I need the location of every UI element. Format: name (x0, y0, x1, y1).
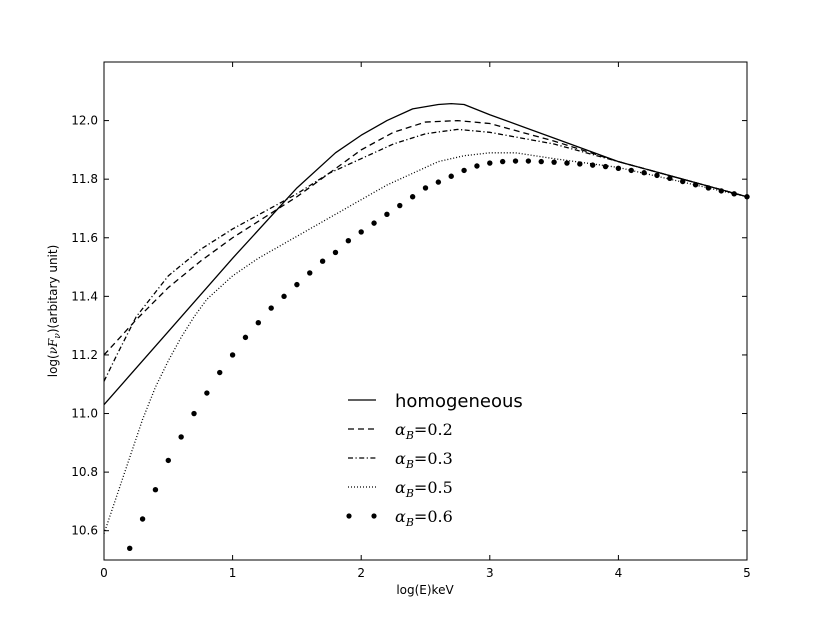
y-tick-label: 11.0 (71, 407, 98, 421)
y-tick-label: 11.2 (71, 348, 98, 362)
x-tick-label: 1 (229, 566, 237, 580)
series-point (499, 158, 506, 165)
series-point (448, 173, 454, 179)
series-point (641, 170, 647, 176)
series-point (191, 410, 197, 417)
series-2-b-0-3 (103, 128, 748, 382)
series-point (139, 516, 146, 522)
series-point (461, 167, 467, 174)
series-layer (103, 102, 750, 551)
y-label-f: F (46, 338, 60, 348)
y-axis-label: log(νFν)(arbitary unit) (46, 245, 63, 378)
x-tick-label: 5 (743, 566, 751, 580)
series-point (204, 390, 210, 396)
series-point (628, 167, 634, 174)
series-point (487, 160, 493, 166)
x-tick-label: 0 (100, 566, 108, 580)
series-point (409, 194, 416, 200)
series-point (731, 191, 737, 197)
y-label-nu: ν (46, 347, 60, 354)
series-1-b-0-2 (103, 119, 748, 356)
series-point (242, 334, 249, 341)
y-label-suffix: )(arbitary unit) (46, 245, 60, 333)
y-tick-label: 12.0 (71, 114, 98, 128)
y-tick-label: 11.6 (71, 231, 98, 245)
series-point (602, 163, 609, 170)
series-point (345, 237, 352, 244)
series-point (705, 185, 712, 191)
legend-label-alpha-0-2: αB=0.2 (395, 420, 453, 442)
series-point (654, 172, 660, 179)
series-point (397, 202, 403, 209)
series-point (564, 160, 570, 166)
series-point (384, 211, 390, 218)
y-tick-label: 11.4 (71, 289, 98, 303)
legend: homogeneous αB=0.2 αB=0.3 αB=0.5 αB=0.6 (346, 391, 523, 529)
series-point (422, 185, 429, 191)
series-0-homogeneous (103, 102, 748, 406)
legend-label-alpha-0-6: αB=0.6 (395, 507, 453, 529)
y-tick-label: 11.8 (71, 172, 98, 186)
series-point (435, 179, 442, 185)
series-point (165, 457, 171, 464)
series-point (178, 434, 184, 440)
series-point (371, 220, 377, 226)
legend-label-alpha-0-5: αB=0.5 (395, 478, 453, 500)
y-tick-label: 10.8 (71, 465, 98, 479)
series-point (474, 163, 480, 169)
series-point (229, 352, 236, 358)
series-point (589, 162, 596, 168)
y-label-sub: ν (53, 333, 63, 339)
series-point (358, 229, 364, 235)
series-4-b-0-6 (127, 158, 750, 551)
series-point (217, 369, 223, 376)
series-point (577, 161, 583, 167)
x-tick-label: 3 (486, 566, 494, 580)
ticks-layer: 0 1 2 3 4 5 10.6 10.8 11.0 11.2 11.4 11.6 11.8 12.0 (71, 62, 751, 580)
series-point (680, 178, 686, 185)
series-point (692, 182, 699, 188)
plot-frame (103, 61, 748, 561)
series-point (294, 281, 300, 288)
series-point (255, 320, 262, 326)
series-point (268, 305, 274, 311)
series-point (525, 158, 532, 164)
legend-label-alpha-0-3: αB=0.3 (395, 449, 453, 471)
legend-swatch-alpha-0-6-dot (346, 513, 352, 519)
series-point (538, 158, 544, 165)
series-point (551, 159, 557, 165)
legend-label-homogeneous: homogeneous (395, 391, 523, 412)
x-axis-label: log(E)keV (396, 583, 454, 597)
series-point (307, 270, 313, 276)
series-point (281, 293, 287, 300)
x-tick-label: 4 (615, 566, 623, 580)
series-point (718, 188, 724, 194)
x-tick-label: 2 (357, 566, 365, 580)
series-point (667, 175, 673, 181)
legend-swatch-alpha-0-6-dot (371, 513, 377, 519)
series-point (319, 258, 326, 264)
y-label-prefix: log( (46, 354, 60, 377)
series-point (127, 545, 133, 551)
y-tick-label: 10.6 (71, 524, 98, 538)
series-point (615, 165, 622, 172)
series-point (332, 249, 339, 256)
series-point (512, 158, 519, 164)
series-point (152, 486, 159, 493)
